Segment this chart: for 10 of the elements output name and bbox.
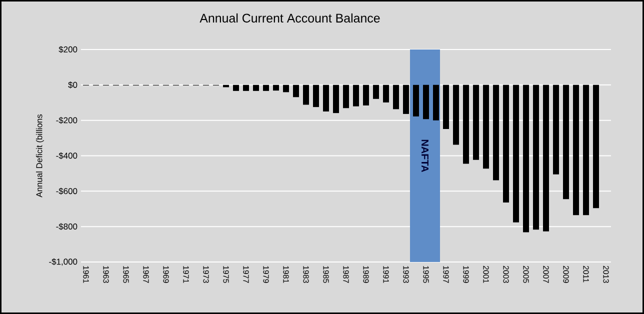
y-tick-label: $200 (58, 46, 78, 53)
y-tick-label: -$800 (56, 223, 78, 230)
y-axis-title: Annual Deficit (billions (36, 114, 44, 198)
y-tick-label: -$1,000 (49, 258, 78, 266)
band-label: NAFTA (422, 140, 428, 172)
y-tick-label: -$600 (56, 188, 78, 195)
y-tick-label: $0 (68, 81, 78, 88)
y-tick-label: -$400 (56, 152, 78, 160)
chart-title: Annual Current Account Balance (200, 13, 380, 23)
y-tick-label: -$200 (56, 116, 78, 124)
